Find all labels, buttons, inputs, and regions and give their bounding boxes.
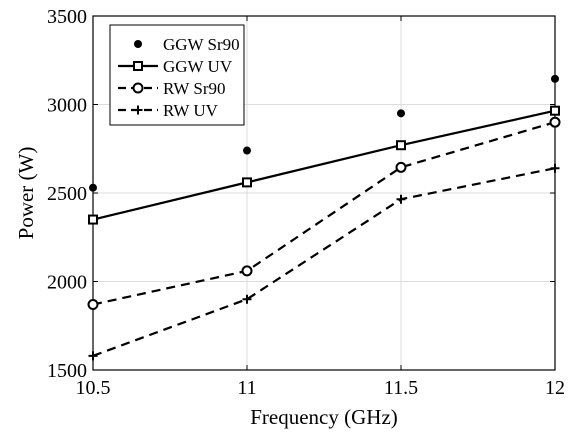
data-point: [88, 351, 98, 361]
legend-item: GGW Sr90: [134, 35, 240, 54]
y-tick-label: 2500: [47, 183, 87, 205]
data-point: [397, 109, 405, 118]
data-point: [550, 163, 560, 173]
legend-box: [109, 24, 245, 126]
series-rw-sr90: [87, 116, 561, 311]
legend-label: RW UV: [163, 101, 219, 120]
legend-item: GGW UV: [118, 57, 233, 76]
series-layer: [87, 74, 561, 361]
data-point: [396, 194, 406, 204]
data-point: [550, 105, 560, 116]
legend-item: RW UV: [118, 101, 219, 120]
y-tick-labels: 1500 2000 2500 3000 3500: [47, 6, 87, 382]
y-axis-label: Power (W): [14, 147, 38, 240]
series-ggw-uv: [88, 105, 560, 225]
legend-marker: [134, 40, 142, 48]
legend: GGW Sr90 GGW UV RW Sr90 RW UV: [109, 24, 245, 126]
series-ggw-sr90: [89, 74, 559, 192]
legend-marker: [132, 82, 144, 94]
series-line: [92, 167, 556, 357]
series-rw-uv: [88, 163, 560, 361]
data-point: [89, 183, 97, 192]
legend-label: RW Sr90: [163, 79, 226, 98]
legend-label: GGW Sr90: [163, 35, 240, 54]
data-point: [396, 140, 406, 151]
x-tick-label: 10.5: [76, 377, 111, 399]
legend-item: RW Sr90: [118, 79, 226, 98]
y-tick-label: 2000: [47, 272, 87, 294]
data-point: [88, 214, 98, 225]
x-tick-label: 11.5: [384, 377, 418, 399]
x-tick-label: 12: [545, 377, 565, 399]
data-point: [242, 177, 252, 188]
data-point: [87, 299, 99, 311]
series-line: [92, 121, 556, 306]
y-tick-label: 1500: [47, 360, 87, 382]
data-point: [549, 116, 561, 128]
legend-label: GGW UV: [163, 57, 233, 76]
y-tick-label: 3000: [47, 95, 87, 117]
x-axis-label: Frequency (GHz): [250, 405, 398, 429]
data-point: [242, 294, 252, 304]
legend-marker: [133, 61, 143, 71]
data-point: [395, 161, 407, 173]
legend-marker: [133, 105, 143, 115]
axis-ticks: [92, 15, 556, 371]
x-tick-label: 11: [237, 377, 256, 399]
y-tick-label: 3500: [47, 6, 87, 28]
data-point: [551, 74, 559, 83]
data-point: [241, 265, 253, 277]
x-tick-labels: 10.5 11 11.5 12: [76, 377, 566, 399]
series-line: [92, 109, 556, 221]
data-point: [243, 146, 251, 155]
